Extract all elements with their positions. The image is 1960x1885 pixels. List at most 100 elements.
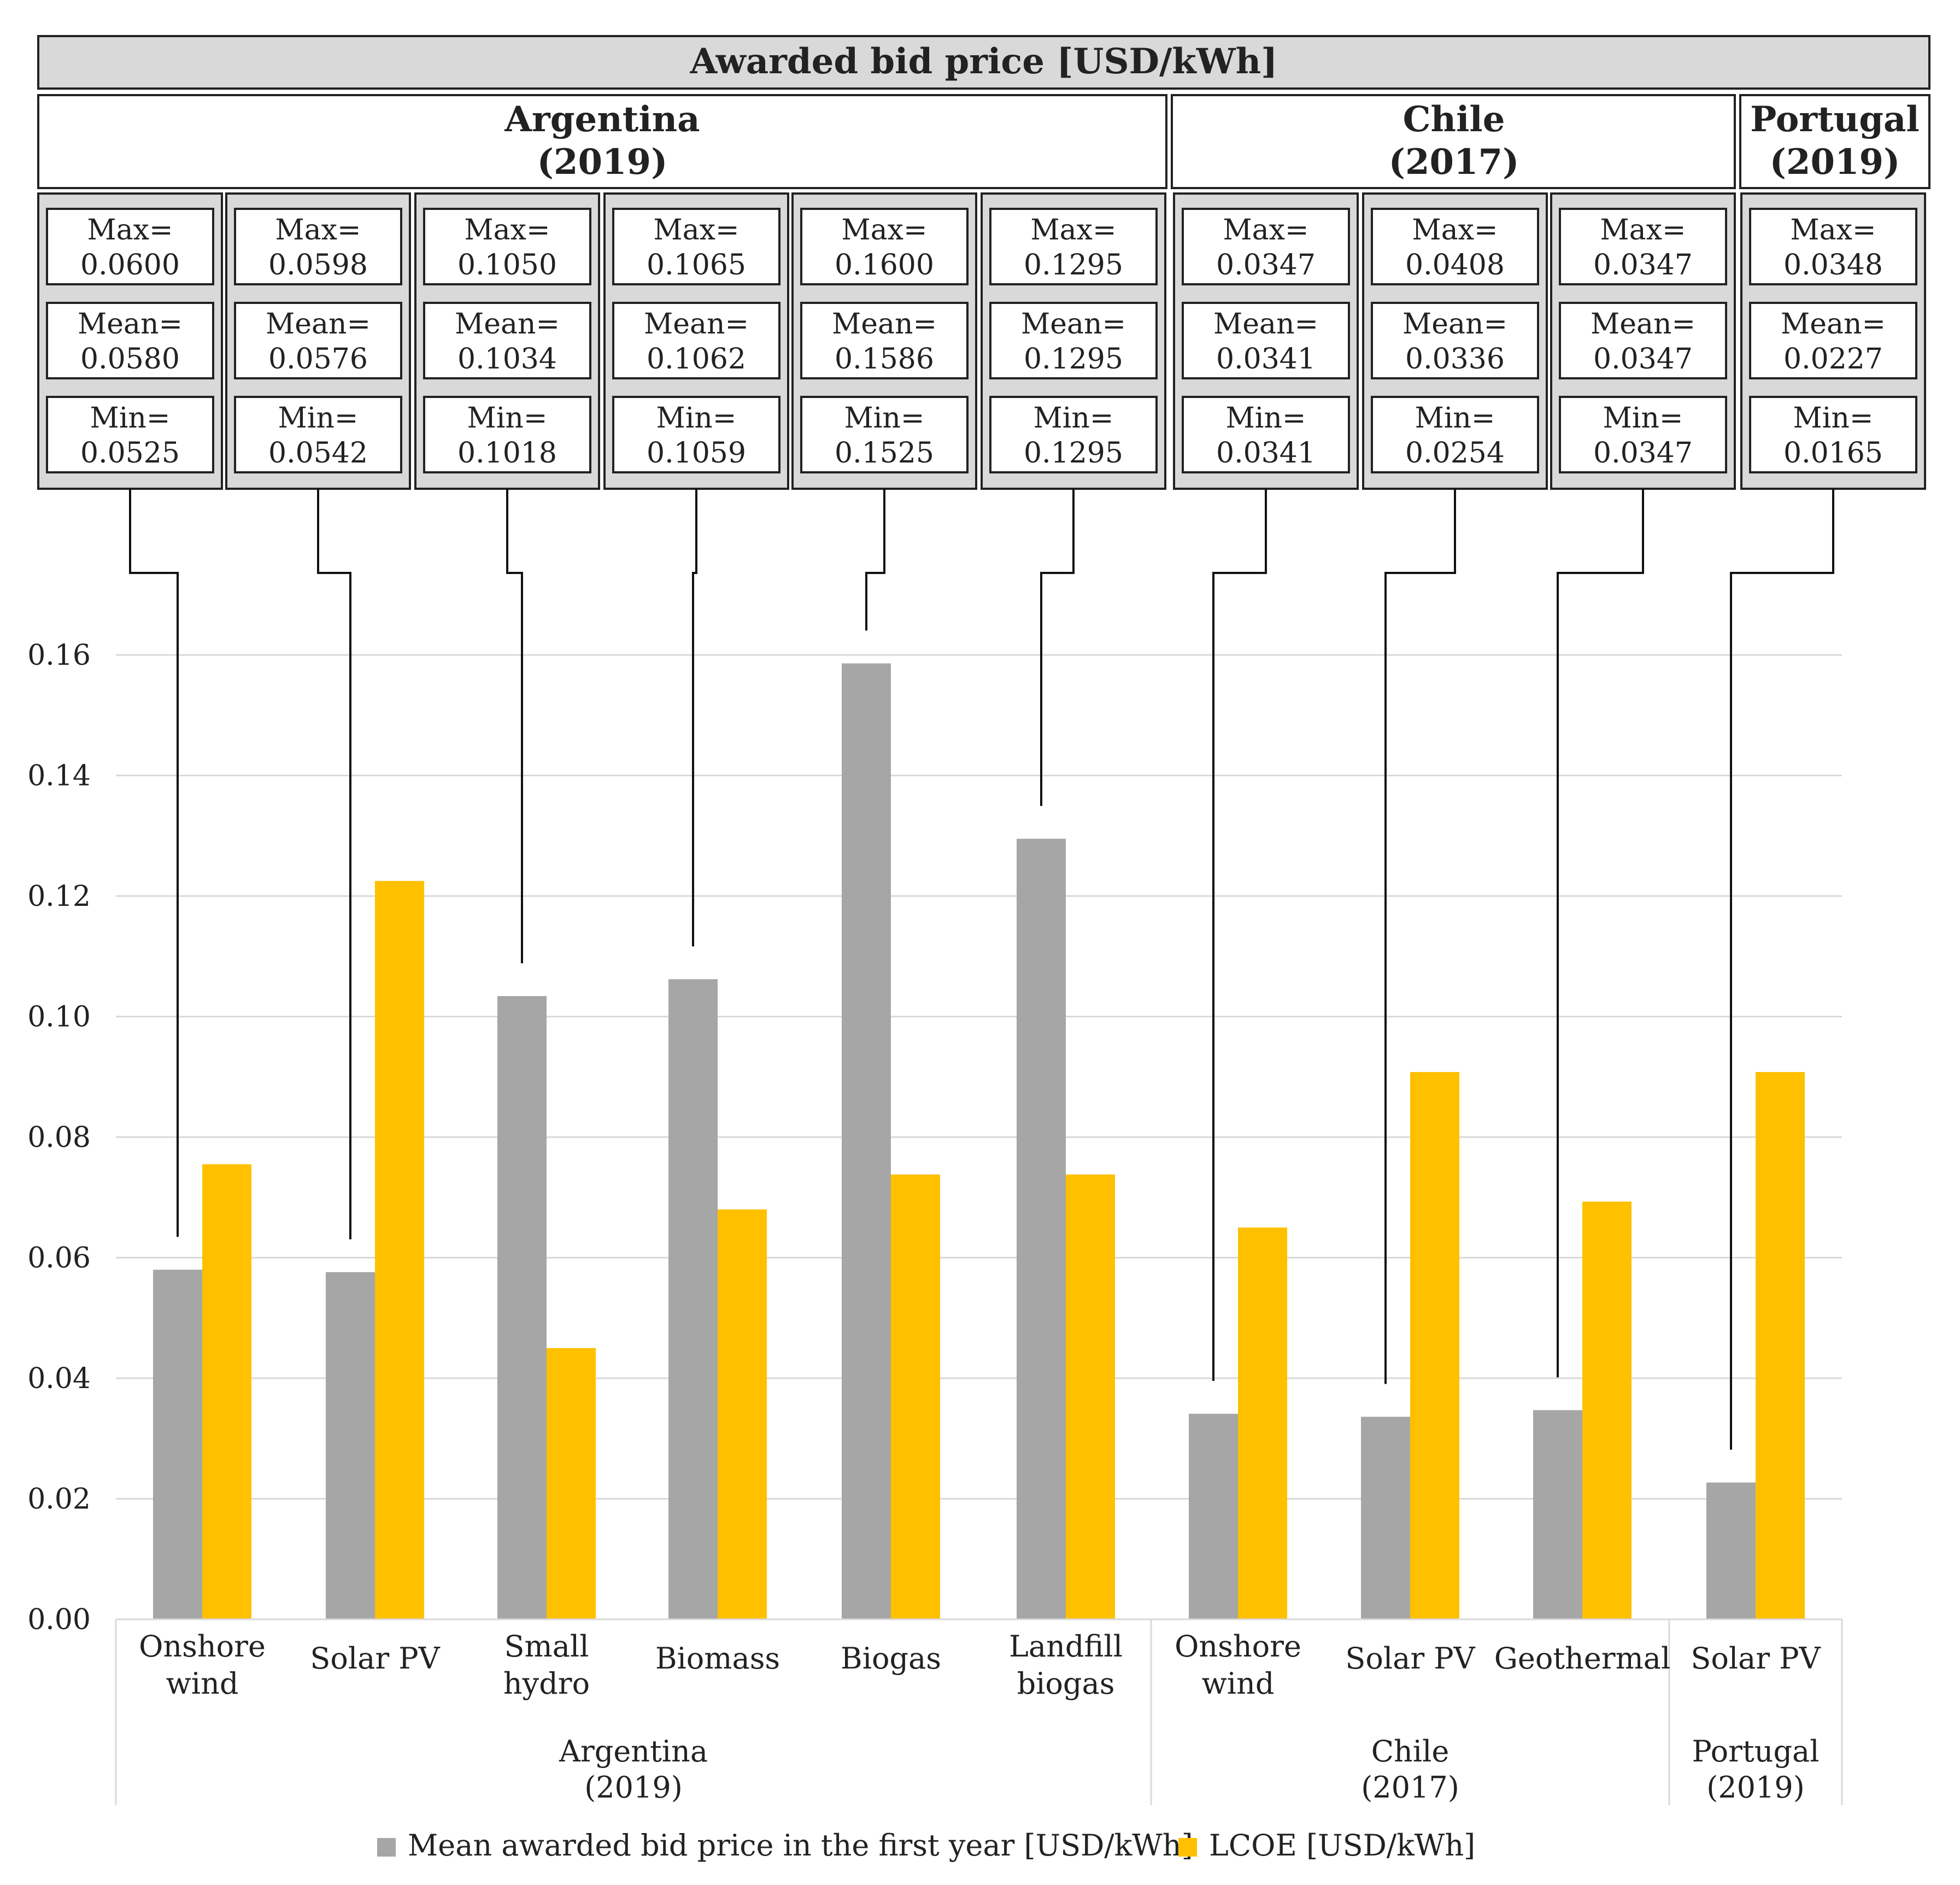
stat-value: 0.0348 (1783, 249, 1883, 282)
header-title: Awarded bid price [USD/kWh] (690, 41, 1278, 82)
y-tick-label: 0.00 (27, 1603, 91, 1636)
stat-value: 0.0600 (80, 249, 180, 282)
y-tick-label: 0.04 (27, 1362, 91, 1395)
stat-label: Max= (653, 214, 739, 247)
x-category-label: Solar PV (310, 1641, 440, 1676)
stat-cell (1749, 396, 1917, 473)
stat-connector (1212, 489, 1267, 1381)
bar-mean-bid (1706, 1482, 1756, 1619)
country-box-portugal (1739, 94, 1930, 189)
stat-value: 0.0598 (268, 249, 368, 282)
bar-lcoe (1066, 1174, 1115, 1619)
x-group-label: Argentina (559, 1734, 708, 1769)
country-year-chile: (2017) (1389, 142, 1519, 183)
stat-value: 0.1034 (457, 343, 557, 376)
stat-cell (989, 208, 1158, 285)
y-axis: 0.00 0.02 0.04 0.06 0.08 0.10 0.12 0.14 0.16 (27, 639, 91, 1636)
header-bar (37, 35, 1930, 90)
stat-connector (317, 489, 351, 1239)
stat-label: Max= (1223, 214, 1308, 247)
y-tick-label: 0.14 (27, 760, 91, 793)
x-category-label: biogas (1017, 1666, 1115, 1701)
stat-value: 0.0576 (268, 343, 368, 376)
stat-label: Mean= (1591, 308, 1695, 341)
stat-connector (692, 489, 697, 947)
bar-mean-bid (153, 1269, 202, 1619)
stat-value: 0.0525 (80, 437, 180, 470)
x-category-label: Geothermal (1494, 1641, 1671, 1676)
stat-label: Mean= (832, 308, 937, 341)
stat-value: 0.1062 (647, 343, 746, 376)
stat-cell (1749, 302, 1917, 379)
stat-label: Max= (275, 214, 361, 247)
bar-lcoe (891, 1174, 940, 1619)
stat-cell (1371, 396, 1539, 473)
stat-cell (234, 208, 402, 285)
y-tick-label: 0.16 (27, 639, 91, 672)
stat-connector (1384, 489, 1456, 1384)
stat-label: Max= (1030, 214, 1116, 247)
stat-connector (1730, 489, 1834, 1450)
stat-value: 0.1018 (457, 437, 557, 470)
bar-lcoe (1756, 1072, 1805, 1619)
legend-swatch-mean (377, 1838, 396, 1857)
stat-label: Mean= (1781, 308, 1886, 341)
stat-value: 0.1065 (647, 249, 746, 282)
x-group-label: (2019) (584, 1770, 683, 1805)
stat-label: Max= (1790, 214, 1876, 247)
bar-mean-bid (1189, 1414, 1238, 1619)
legend: Mean awarded bid price in the first year… (377, 1828, 1475, 1863)
stat-cell (612, 396, 781, 473)
stat-label: Mean= (1213, 308, 1318, 341)
stat-value: 0.0347 (1216, 249, 1316, 282)
bar-lcoe (1238, 1227, 1287, 1619)
stat-label: Mean= (1402, 308, 1507, 341)
stat-value: 0.1586 (835, 343, 934, 376)
bar-lcoe (718, 1209, 767, 1619)
country-name-portugal: Portugal (1750, 99, 1919, 140)
stat-cell (800, 208, 969, 285)
stat-label: Min= (1793, 402, 1874, 435)
country-year-portugal: (2019) (1770, 142, 1900, 183)
stat-panels: Max=0.0600Mean=0.0580Min=0.0525Max=0.059… (37, 192, 1926, 490)
stat-value: 0.0341 (1216, 437, 1316, 470)
stat-cell (989, 396, 1158, 473)
stat-label: Min= (1034, 402, 1114, 435)
bar-mean-bid (1017, 839, 1066, 1619)
bar-lcoe (1582, 1201, 1632, 1619)
x-category-label: Biomass (655, 1641, 780, 1676)
stat-value: 0.1059 (647, 437, 746, 470)
bar-mean-bid (497, 996, 547, 1619)
legend-label-lcoe: LCOE [USD/kWh] (1209, 1828, 1475, 1863)
y-tick-label: 0.12 (27, 880, 91, 913)
y-tick-label: 0.06 (27, 1242, 91, 1275)
stat-value: 0.1295 (1024, 249, 1123, 282)
stat-cell (1371, 208, 1539, 285)
x-category-label: Landfill (1009, 1629, 1123, 1664)
y-tick-label: 0.10 (27, 1001, 91, 1034)
stat-cell (1371, 302, 1539, 379)
stat-label: Min= (278, 402, 359, 435)
stat-label: Mean= (266, 308, 371, 341)
stat-cell (423, 302, 591, 379)
x-category-label: Biogas (841, 1641, 941, 1676)
bars (153, 663, 1805, 1619)
stat-label: Min= (90, 402, 171, 435)
stat-label: Min= (1603, 402, 1683, 435)
country-year-argentina: (2019) (537, 142, 668, 183)
stat-cell (1182, 302, 1350, 379)
country-box-chile (1171, 94, 1736, 189)
stat-cell (612, 302, 781, 379)
stat-connector (129, 489, 179, 1237)
x-category-label: hydro (503, 1666, 590, 1701)
legend-label-mean: Mean awarded bid price in the first year… (408, 1828, 1193, 1863)
stat-cell (1182, 208, 1350, 285)
stat-cell (800, 396, 969, 473)
country-box-argentina (37, 94, 1167, 189)
x-group-label: Chile (1371, 1734, 1450, 1769)
stat-label: Max= (87, 214, 173, 247)
x-category-label: wind (1202, 1666, 1275, 1701)
stat-label: Mean= (1021, 308, 1126, 341)
